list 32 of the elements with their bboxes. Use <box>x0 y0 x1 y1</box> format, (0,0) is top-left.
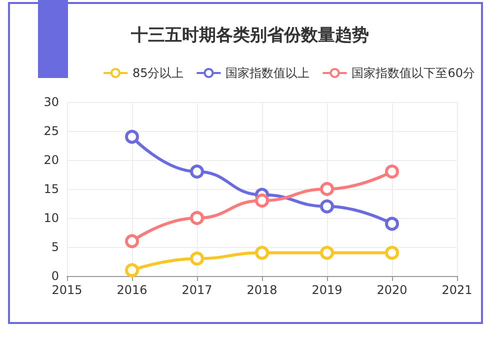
x-tick-label: 2016 <box>116 283 148 297</box>
x-tick-label: 2015 <box>52 283 82 297</box>
x-tick-label: 2019 <box>312 283 342 297</box>
point <box>190 211 204 225</box>
y-tick-label: 30 <box>44 95 59 109</box>
legend-label: 国家指数值以下至60分 <box>352 66 476 80</box>
point <box>320 182 334 196</box>
legend-label: 85分以上 <box>132 66 184 80</box>
point <box>385 216 399 231</box>
y-tick-label: 5 <box>51 240 59 254</box>
point <box>255 246 269 260</box>
y-tick-label: 15 <box>44 182 59 196</box>
point <box>125 234 139 248</box>
legend-label: 国家指数值以上 <box>226 66 310 80</box>
x-tick-label: 2021 <box>442 283 472 297</box>
x-tick-label: 2020 <box>376 283 408 297</box>
point <box>125 263 139 278</box>
point <box>190 252 204 266</box>
y-tick-label: 0 <box>51 269 59 283</box>
point <box>255 194 269 208</box>
y-tick-label: 25 <box>44 124 59 138</box>
chart-title: 十三五时期各类别省份数量趋势 <box>130 26 369 46</box>
x-tick-label: 2018 <box>246 283 278 297</box>
point <box>320 246 334 260</box>
point <box>125 130 139 144</box>
point <box>190 164 204 179</box>
y-tick-label: 10 <box>44 211 59 225</box>
y-tick-label: 20 <box>44 153 59 167</box>
x-tick-label: 2017 <box>182 283 212 297</box>
point <box>320 199 334 214</box>
point <box>385 164 399 179</box>
point <box>385 246 399 260</box>
